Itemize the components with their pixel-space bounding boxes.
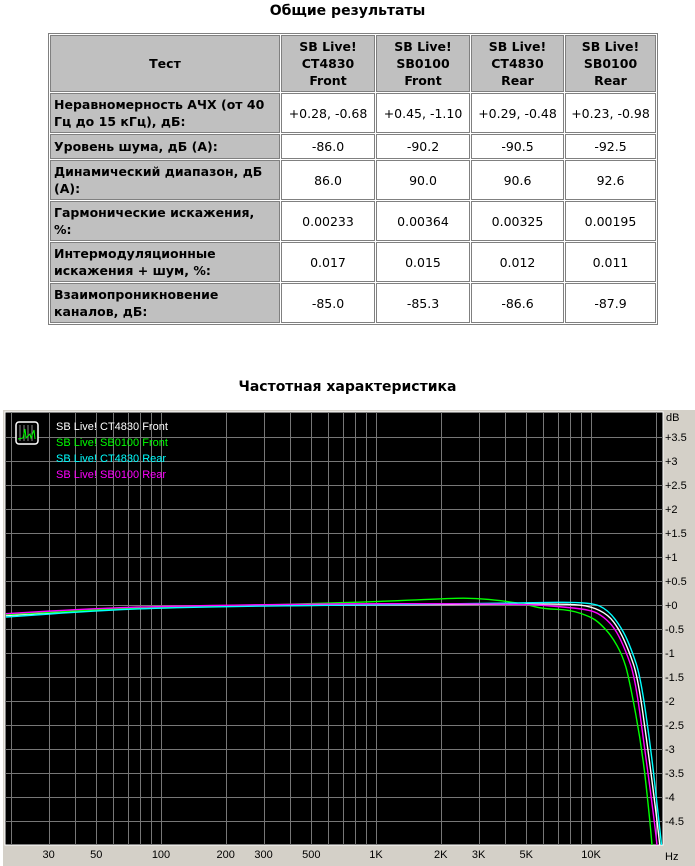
cell-value: +0.23, -0.98 <box>565 93 656 133</box>
table-row: Гармонические искажения, %: 0.00233 0.0036… <box>50 201 656 241</box>
x-tick-label: 500 <box>302 849 320 861</box>
y-tick-label: +0 <box>665 600 678 612</box>
cell-value: 90.6 <box>471 160 564 200</box>
y-axis-label: dB <box>666 412 679 424</box>
row-label: Взаимопроникновение каналов, дБ: <box>50 283 280 323</box>
y-tick-label: -4.5 <box>665 816 684 828</box>
x-axis-label: Hz <box>665 851 678 863</box>
x-tick-label: 2K <box>434 849 448 861</box>
x-tick-label: 10K <box>581 849 601 861</box>
x-tick-label: 300 <box>254 849 272 861</box>
cell-value: 0.017 <box>281 242 375 282</box>
y-tick-label: -4 <box>665 792 675 804</box>
row-label: Гармонические искажения, %: <box>50 201 280 241</box>
column-header: SB Live! CT4830 Front <box>281 35 375 92</box>
row-label: Динамический диапазон, дБ (А): <box>50 160 280 200</box>
table-row: Уровень шума, дБ (А): -86.0 -90.2 -90.5 -92.… <box>50 134 656 159</box>
x-tick-label: 1K <box>369 849 383 861</box>
x-tick-label: 5K <box>520 849 534 861</box>
cell-value: -90.2 <box>376 134 470 159</box>
cell-value: -92.5 <box>565 134 656 159</box>
cell-value: -86.0 <box>281 134 375 159</box>
cell-value: 0.012 <box>471 242 564 282</box>
y-tick-label: -2 <box>665 696 675 708</box>
y-tick-label: +0.5 <box>665 576 687 588</box>
analyzer-icon <box>15 421 39 445</box>
plot-area <box>4 411 664 846</box>
chart-title: Частотная характеристика <box>238 379 457 395</box>
legend-entry: SB Live! SB0100 Front <box>56 437 168 449</box>
y-tick-label: -3.5 <box>665 768 684 780</box>
y-tick-label: +1 <box>665 552 678 564</box>
cell-value: 86.0 <box>281 160 375 200</box>
table-row: Динамический диапазон, дБ (А): 86.0 90.0 90… <box>50 160 656 200</box>
column-header: SB Live! SB0100 Rear <box>565 35 656 92</box>
column-header: Тест <box>50 35 280 92</box>
x-tick-label: 3K <box>472 849 486 861</box>
cell-value: 0.00233 <box>281 201 375 241</box>
table-row: Взаимопроникновение каналов, дБ: -85.0 -85… <box>50 283 656 323</box>
grid <box>5 412 663 845</box>
legend-entry: SB Live! CT4830 Front <box>56 421 168 433</box>
cell-value: 0.011 <box>565 242 656 282</box>
frequency-response-chart: SB Live! CT4830 Front SB Live! SB0100 Fro… <box>3 410 695 866</box>
y-tick-label: -0.5 <box>665 624 684 636</box>
series-line-2 <box>5 601 663 845</box>
table-header-row: Тест SB Live! CT4830 Front SB Live! SB0100… <box>50 35 656 92</box>
cell-value: 0.00325 <box>471 201 564 241</box>
y-tick-label: -1.5 <box>665 672 684 684</box>
table-row: Интермодуляционные искажения + шум, %: 0.… <box>50 242 656 282</box>
cell-value: +0.29, -0.48 <box>471 93 564 133</box>
x-tick-label: 200 <box>217 849 235 861</box>
y-tick-label: +3 <box>665 456 678 468</box>
cell-value: +0.28, -0.68 <box>281 93 375 133</box>
row-label: Уровень шума, дБ (А): <box>50 134 280 159</box>
cell-value: +0.45, -1.10 <box>376 93 470 133</box>
column-header: SB Live! SB0100 Front <box>376 35 470 92</box>
legend-entry: SB Live! SB0100 Rear <box>56 469 166 481</box>
y-tick-label: +3.5 <box>665 432 687 444</box>
column-header: SB Live! CT4830 Rear <box>471 35 564 92</box>
legend-entry: SB Live! CT4830 Rear <box>56 453 166 465</box>
cell-value: -85.3 <box>376 283 470 323</box>
cell-value: 0.00195 <box>565 201 656 241</box>
y-tick-label: -1 <box>665 648 675 660</box>
cell-value: -85.0 <box>281 283 375 323</box>
table-title: Общие результаты <box>269 3 426 19</box>
y-tick-label: +2.5 <box>665 480 687 492</box>
cell-value: 0.00364 <box>376 201 470 241</box>
y-tick-label: -2.5 <box>665 720 684 732</box>
y-tick-label: -3 <box>665 744 675 756</box>
y-tick-label: +2 <box>665 504 678 516</box>
row-label: Интермодуляционные искажения + шум, %: <box>50 242 280 282</box>
x-tick-label: 50 <box>90 849 102 861</box>
x-tick-label: 30 <box>42 849 54 861</box>
cell-value: -90.5 <box>471 134 564 159</box>
x-tick-label: 100 <box>152 849 170 861</box>
cell-value: -86.6 <box>471 283 564 323</box>
row-label: Неравномерность АЧХ (от 40 Гц до 15 кГц)… <box>50 93 280 133</box>
table-row: Неравномерность АЧХ (от 40 Гц до 15 кГц)… <box>50 93 656 133</box>
icon-trace <box>17 428 36 440</box>
cell-value: 92.6 <box>565 160 656 200</box>
series-line-3 <box>5 603 658 845</box>
results-table: Тест SB Live! CT4830 Front SB Live! SB0100… <box>48 33 658 325</box>
cell-value: 0.015 <box>376 242 470 282</box>
cell-value: -87.9 <box>565 283 656 323</box>
cell-value: 90.0 <box>376 160 470 200</box>
y-tick-label: +1.5 <box>665 528 687 540</box>
